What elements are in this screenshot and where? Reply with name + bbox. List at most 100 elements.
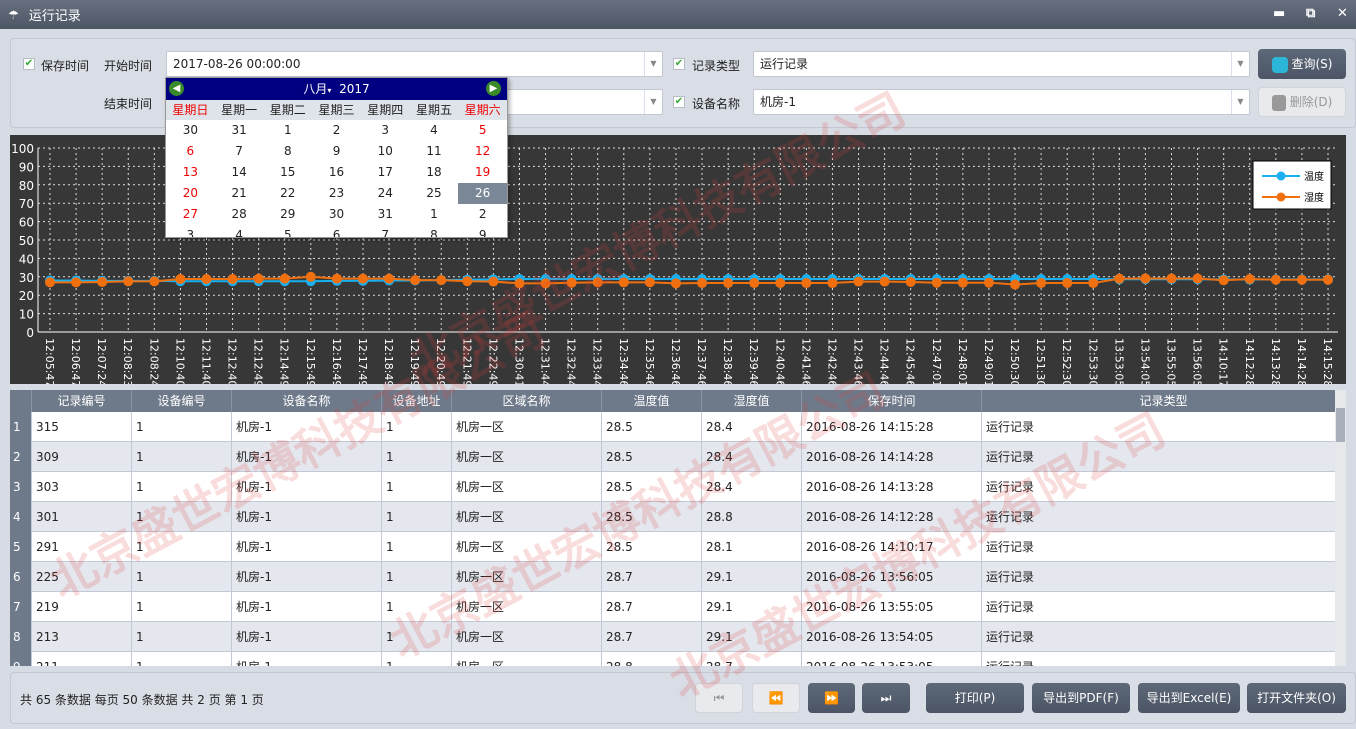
table-row[interactable]: 4 301 1 机房-1 1 机房一区 28.5 28.8 2016-08-26 14:12:2… xyxy=(10,502,1346,532)
calendar-day[interactable]: 2 xyxy=(332,123,341,137)
calendar-day[interactable]: 3 xyxy=(381,123,390,137)
calendar-day[interactable]: 15 xyxy=(280,165,296,179)
calendar-day[interactable]: 29 xyxy=(280,207,296,221)
column-header[interactable]: 记录编号 xyxy=(32,390,132,412)
query-button[interactable]: 查询(S) xyxy=(1258,49,1346,79)
calendar-day[interactable]: 2 xyxy=(478,207,487,221)
table-cell: 28.5 xyxy=(602,502,702,532)
device-name-select[interactable]: 机房-1 ▼ xyxy=(753,89,1250,115)
calendar-day[interactable]: 14 xyxy=(231,165,247,179)
calendar-day[interactable]: 5 xyxy=(478,123,487,137)
calendar-day[interactable]: 21 xyxy=(231,186,247,200)
calendar-day[interactable]: 9 xyxy=(332,144,341,158)
next-page-button[interactable]: ⏩ xyxy=(808,683,855,713)
table-row[interactable]: 5 291 1 机房-1 1 机房一区 28.5 28.1 2016-08-26 14:10:1… xyxy=(10,532,1346,562)
export-excel-button[interactable]: 导出到Excel(E) xyxy=(1138,683,1240,713)
dropdown-arrow-icon[interactable]: ▼ xyxy=(644,90,662,114)
calendar-day[interactable]: 6 xyxy=(332,228,341,238)
record-type-checkbox[interactable]: ✔ xyxy=(673,58,685,70)
calendar-day[interactable]: 10 xyxy=(377,144,393,158)
print-button[interactable]: 打印(P) xyxy=(926,683,1024,713)
table-row[interactable]: 6 225 1 机房-1 1 机房一区 28.7 29.1 2016-08-26 13:56:0… xyxy=(10,562,1346,592)
column-header[interactable]: 温度值 xyxy=(602,390,702,412)
x-tick-label: 12:45:46 xyxy=(904,338,917,384)
prev-month-arrow-icon[interactable]: ◀ xyxy=(169,81,184,96)
calendar-day[interactable]: 16 xyxy=(328,165,345,179)
close-button[interactable]: ✕ xyxy=(1337,6,1348,21)
column-header[interactable]: 设备名称 xyxy=(232,390,382,412)
calendar-day[interactable]: 5 xyxy=(283,228,292,238)
table-row[interactable]: 3 303 1 机房-1 1 机房一区 28.5 28.4 2016-08-26 14:13:2… xyxy=(10,472,1346,502)
calendar-day[interactable]: 30 xyxy=(182,123,198,137)
data-point xyxy=(279,273,290,284)
data-point xyxy=(123,276,134,287)
legend-marker xyxy=(1276,171,1286,181)
column-header[interactable]: 设备编号 xyxy=(132,390,232,412)
dropdown-arrow-icon[interactable]: ▼ xyxy=(1231,52,1249,76)
dropdown-arrow-icon[interactable]: ▼ xyxy=(644,52,662,76)
calendar-day[interactable]: 6 xyxy=(186,144,195,158)
calendar-day[interactable]: 4 xyxy=(430,123,438,137)
calendar-day[interactable]: 17 xyxy=(377,165,393,179)
table-row[interactable]: 1 315 1 机房-1 1 机房一区 28.5 28.4 2016-08-26 14:15:2… xyxy=(10,412,1346,442)
calendar-day[interactable]: 30 xyxy=(328,207,345,221)
calendar-day[interactable]: 7 xyxy=(381,228,390,238)
table-row[interactable]: 2 309 1 机房-1 1 机房一区 28.5 28.4 2016-08-26 14:14:2… xyxy=(10,442,1346,472)
dropdown-arrow-icon[interactable]: ▼ xyxy=(1231,90,1249,114)
calendar-day[interactable]: 31 xyxy=(231,123,247,137)
calendar-day[interactable]: 4 xyxy=(235,228,243,238)
calendar-day[interactable]: 1 xyxy=(283,123,292,137)
open-folder-button[interactable]: 打开文件夹(O) xyxy=(1247,683,1346,713)
calendar-day[interactable]: 12 xyxy=(475,144,491,158)
table-cell: 机房一区 xyxy=(452,592,602,622)
calendar-day[interactable]: 19 xyxy=(475,165,491,179)
column-header[interactable]: 保存时间 xyxy=(802,390,982,412)
calendar-day[interactable]: 9 xyxy=(478,228,487,238)
calendar-day[interactable]: 31 xyxy=(377,207,393,221)
restore-button[interactable]: ⧉ xyxy=(1306,6,1316,21)
delete-button[interactable]: 删除(D) xyxy=(1258,87,1346,117)
column-header[interactable]: 设备地址 xyxy=(382,390,452,412)
table-row[interactable]: 7 219 1 机房-1 1 机房一区 28.7 29.1 2016-08-26 13:55:0… xyxy=(10,592,1346,622)
calendar-year[interactable]: 2017 xyxy=(339,82,370,96)
last-page-button[interactable]: ⏭ xyxy=(862,683,910,713)
data-point xyxy=(227,274,238,285)
record-type-select[interactable]: 运行记录 ▼ xyxy=(753,51,1250,77)
column-header[interactable]: 记录类型 xyxy=(982,390,1346,412)
calendar-day[interactable]: 1 xyxy=(430,207,438,221)
calendar-day[interactable]: 18 xyxy=(426,165,442,179)
first-page-button[interactable]: ⏮ xyxy=(695,683,743,713)
data-point xyxy=(97,276,108,287)
calendar-day[interactable]: 27 xyxy=(182,207,198,221)
calendar-day[interactable]: 26 xyxy=(458,183,507,204)
column-header[interactable]: 湿度值 xyxy=(702,390,802,412)
table-cell: 1 xyxy=(382,502,452,532)
column-header[interactable]: 区域名称 xyxy=(452,390,602,412)
start-time-input[interactable]: 2017-08-26 00:00:00 ▼ xyxy=(166,51,663,77)
calendar-day[interactable]: 23 xyxy=(328,186,345,200)
table-row[interactable]: 8 213 1 机房-1 1 机房一区 28.7 29.1 2016-08-26 13:54:0… xyxy=(10,622,1346,652)
calendar-day[interactable]: 24 xyxy=(377,186,393,200)
device-name-checkbox[interactable]: ✔ xyxy=(673,96,685,108)
prev-page-button[interactable]: ⏪ xyxy=(752,683,800,713)
calendar-day[interactable]: 22 xyxy=(280,186,296,200)
calendar-day[interactable]: 11 xyxy=(426,144,442,158)
calendar-day[interactable]: 8 xyxy=(430,228,438,238)
table-cell: 2016-08-26 13:53:05 xyxy=(802,652,982,666)
calendar-day[interactable]: 8 xyxy=(283,144,292,158)
vertical-scrollbar[interactable] xyxy=(1335,390,1346,666)
calendar-day[interactable]: 28 xyxy=(231,207,247,221)
row-number-header[interactable] xyxy=(10,390,32,412)
save-time-checkbox[interactable]: ✔ xyxy=(23,58,35,70)
minimize-button[interactable]: ▬ xyxy=(1273,6,1286,21)
next-month-arrow-icon[interactable]: ▶ xyxy=(486,81,501,96)
calendar-day[interactable]: 20 xyxy=(182,186,198,200)
umbrella-icon: ☂ xyxy=(8,7,19,22)
calendar-day[interactable]: 3 xyxy=(186,228,195,238)
export-pdf-button[interactable]: 导出到PDF(F) xyxy=(1032,683,1130,713)
calendar-day[interactable]: 7 xyxy=(235,144,243,158)
calendar-day[interactable]: 13 xyxy=(182,165,198,179)
calendar-day[interactable]: 25 xyxy=(426,186,442,200)
calendar-month[interactable]: 八月 xyxy=(303,82,328,96)
